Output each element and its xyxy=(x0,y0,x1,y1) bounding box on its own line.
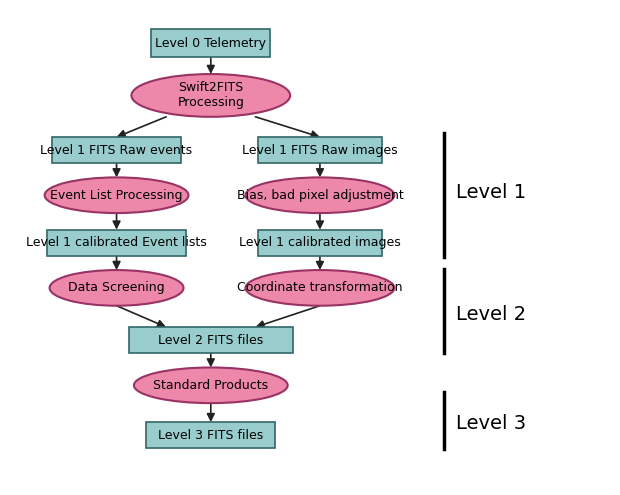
Ellipse shape xyxy=(50,270,184,306)
Text: Swift2FITS
Processing: Swift2FITS Processing xyxy=(177,82,244,109)
Text: Level 1 calibrated Event lists: Level 1 calibrated Event lists xyxy=(26,236,207,249)
Ellipse shape xyxy=(131,74,290,117)
Text: Event List Processing: Event List Processing xyxy=(50,189,183,202)
FancyBboxPatch shape xyxy=(52,137,181,163)
Text: Level 0 Telemetry: Level 0 Telemetry xyxy=(155,37,267,50)
FancyBboxPatch shape xyxy=(258,137,382,163)
Text: Coordinate transformation: Coordinate transformation xyxy=(237,281,402,295)
Text: Level 1 calibrated images: Level 1 calibrated images xyxy=(239,236,401,249)
Text: Level 1: Level 1 xyxy=(456,183,526,202)
Text: Data Screening: Data Screening xyxy=(68,281,165,295)
Text: Standard Products: Standard Products xyxy=(153,379,268,392)
Text: Level 3 FITS files: Level 3 FITS files xyxy=(158,429,264,442)
Ellipse shape xyxy=(134,367,288,403)
Ellipse shape xyxy=(246,177,394,213)
FancyBboxPatch shape xyxy=(129,327,293,353)
Text: Level 2 FITS files: Level 2 FITS files xyxy=(158,334,264,346)
FancyBboxPatch shape xyxy=(47,230,186,256)
Text: Bias, bad pixel adjustment: Bias, bad pixel adjustment xyxy=(237,189,403,202)
Ellipse shape xyxy=(246,270,394,306)
Text: Level 1 FITS Raw events: Level 1 FITS Raw events xyxy=(40,144,193,156)
FancyBboxPatch shape xyxy=(258,230,382,256)
FancyBboxPatch shape xyxy=(146,422,275,448)
Ellipse shape xyxy=(45,177,188,213)
Text: Level 3: Level 3 xyxy=(456,414,526,433)
Text: Level 2: Level 2 xyxy=(456,304,526,324)
Text: Level 1 FITS Raw images: Level 1 FITS Raw images xyxy=(242,144,398,156)
FancyBboxPatch shape xyxy=(151,29,270,57)
